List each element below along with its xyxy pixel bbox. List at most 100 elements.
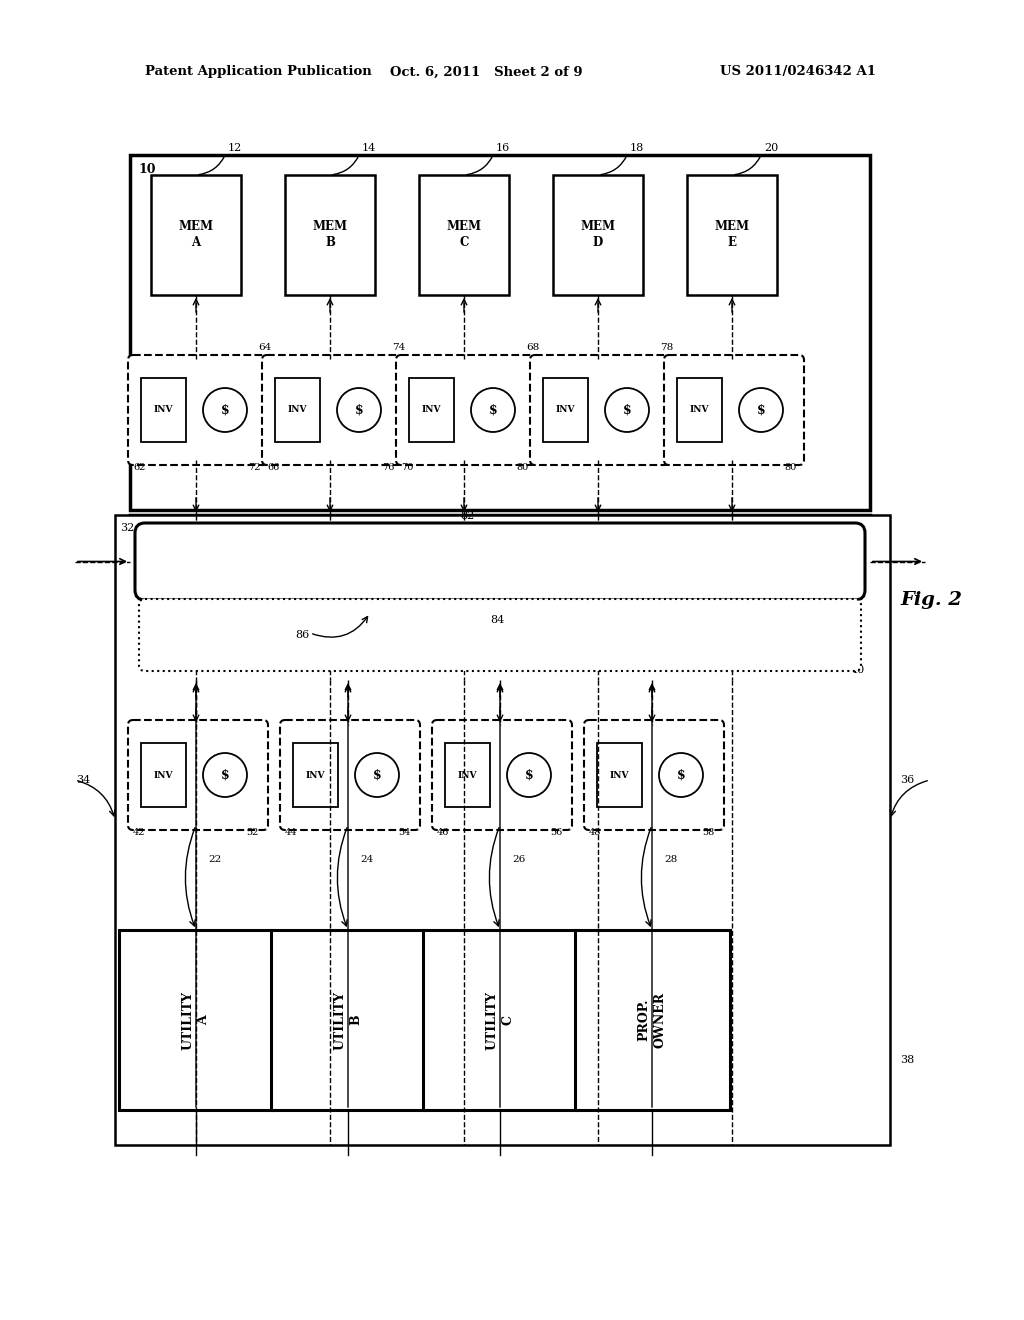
FancyBboxPatch shape [139, 599, 861, 671]
FancyBboxPatch shape [262, 355, 402, 465]
Text: 14: 14 [362, 143, 376, 153]
Text: 66: 66 [267, 463, 280, 473]
Text: UTILITY
C: UTILITY C [485, 990, 514, 1049]
Text: 40: 40 [851, 665, 865, 675]
Text: INV: INV [422, 405, 441, 414]
Text: INV: INV [458, 771, 477, 780]
Bar [543, 378, 588, 442]
Text: UTILITY
B: UTILITY B [334, 990, 362, 1049]
Text: 46: 46 [437, 828, 450, 837]
Bar [130, 154, 870, 510]
Bar [151, 176, 241, 294]
Text: 82: 82 [460, 511, 474, 521]
Text: MEM
D: MEM D [581, 220, 615, 249]
Text: 22: 22 [208, 855, 221, 865]
Bar [575, 931, 730, 1110]
Text: 34: 34 [76, 775, 90, 785]
Text: 58: 58 [702, 828, 715, 837]
Text: 38: 38 [900, 1055, 914, 1065]
Text: 86: 86 [295, 630, 309, 640]
FancyBboxPatch shape [530, 355, 670, 465]
Text: 80: 80 [516, 463, 528, 473]
Text: 44: 44 [285, 828, 298, 837]
Text: INV: INV [306, 771, 326, 780]
Bar [119, 931, 274, 1110]
Text: UTILITY
A: UTILITY A [181, 990, 211, 1049]
Text: 48: 48 [589, 828, 601, 837]
Bar [275, 378, 319, 442]
Text: 16: 16 [496, 143, 510, 153]
Text: 36: 36 [900, 775, 914, 785]
Bar [141, 378, 186, 442]
Circle shape [355, 752, 399, 797]
Text: US 2011/0246342 A1: US 2011/0246342 A1 [720, 66, 876, 78]
FancyBboxPatch shape [664, 355, 804, 465]
Text: INV: INV [154, 405, 173, 414]
Circle shape [507, 752, 551, 797]
Text: INV: INV [288, 405, 307, 414]
Bar [419, 176, 509, 294]
Circle shape [605, 388, 649, 432]
Bar [423, 931, 578, 1110]
FancyBboxPatch shape [396, 355, 536, 465]
Text: $: $ [524, 768, 534, 781]
Text: 64: 64 [258, 343, 271, 352]
Bar [293, 743, 338, 807]
Text: 20: 20 [764, 143, 778, 153]
Text: 28: 28 [664, 855, 677, 865]
Bar [553, 176, 643, 294]
FancyBboxPatch shape [280, 719, 420, 830]
FancyBboxPatch shape [128, 719, 268, 830]
Text: 80: 80 [784, 463, 797, 473]
Circle shape [471, 388, 515, 432]
Text: 32: 32 [120, 523, 134, 533]
Text: 42: 42 [133, 828, 145, 837]
Bar [285, 176, 375, 294]
Text: INV: INV [556, 405, 575, 414]
Text: MEM
B: MEM B [312, 220, 347, 249]
Bar [445, 743, 490, 807]
Bar [130, 515, 870, 680]
Circle shape [203, 752, 247, 797]
Text: 76: 76 [382, 463, 394, 473]
Text: 78: 78 [660, 343, 673, 352]
FancyBboxPatch shape [135, 523, 865, 601]
Text: 26: 26 [512, 855, 525, 865]
Text: 74: 74 [392, 343, 406, 352]
Text: 24: 24 [360, 855, 374, 865]
Text: MEM
A: MEM A [178, 220, 213, 249]
Bar [597, 743, 642, 807]
Bar [271, 931, 426, 1110]
Text: 10: 10 [138, 162, 156, 176]
Text: 56: 56 [550, 828, 562, 837]
Circle shape [203, 388, 247, 432]
Bar [409, 378, 454, 442]
Circle shape [337, 388, 381, 432]
Text: 62: 62 [133, 463, 145, 473]
Text: INV: INV [154, 771, 173, 780]
Text: $: $ [623, 404, 632, 417]
Text: 12: 12 [228, 143, 243, 153]
Text: INV: INV [690, 405, 710, 414]
Text: $: $ [757, 404, 765, 417]
Text: MEM
C: MEM C [446, 220, 481, 249]
FancyBboxPatch shape [584, 719, 724, 830]
Text: Fig. 2: Fig. 2 [900, 591, 962, 609]
Text: 52: 52 [246, 828, 258, 837]
Text: 70: 70 [401, 463, 414, 473]
Text: $: $ [221, 768, 229, 781]
Text: $: $ [488, 404, 498, 417]
Text: Patent Application Publication: Patent Application Publication [145, 66, 372, 78]
Text: 72: 72 [248, 463, 260, 473]
FancyBboxPatch shape [432, 719, 572, 830]
Bar [687, 176, 777, 294]
Text: $: $ [677, 768, 685, 781]
Text: 84: 84 [490, 615, 504, 624]
Text: 54: 54 [398, 828, 411, 837]
Text: MEM
E: MEM E [715, 220, 750, 249]
FancyBboxPatch shape [128, 355, 268, 465]
Text: 18: 18 [630, 143, 644, 153]
Circle shape [739, 388, 783, 432]
Text: 68: 68 [526, 343, 540, 352]
Bar [141, 743, 186, 807]
